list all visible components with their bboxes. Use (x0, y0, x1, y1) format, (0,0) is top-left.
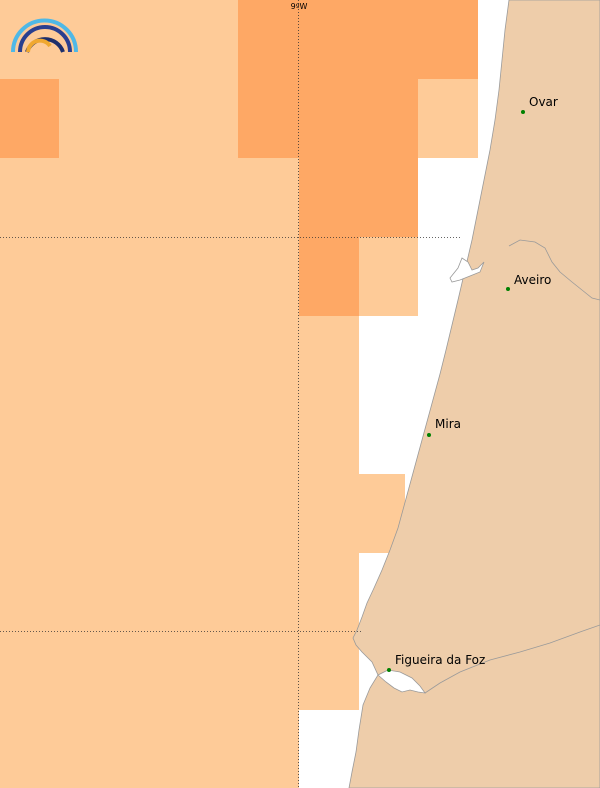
city-ovar[interactable]: Ovar (521, 95, 558, 114)
rainbow-logo-icon (11, 18, 78, 53)
river-mondego (424, 624, 600, 694)
estuary-mondego (377, 669, 426, 694)
city-dot[interactable] (521, 110, 525, 114)
grid-cell (0, 553, 359, 710)
city-aveiro[interactable]: Aveiro (506, 273, 551, 291)
city-label: Aveiro (514, 273, 551, 287)
river-vouga (508, 239, 600, 301)
graticule: 9ºW (0, 0, 460, 788)
forecast-cells-dark (0, 0, 478, 316)
grid-cell (0, 474, 405, 553)
grid-cell (0, 79, 59, 158)
city-dot[interactable] (387, 668, 391, 672)
city-mira[interactable]: Mira (427, 417, 461, 437)
sea-cell (418, 158, 478, 238)
cities: Ovar Aveiro Mira Figueira da Foz (387, 95, 558, 672)
city-figueira-da-foz[interactable]: Figueira da Foz (387, 653, 485, 672)
grid-cell (299, 237, 359, 316)
city-dot[interactable] (506, 287, 510, 291)
city-dot[interactable] (427, 433, 431, 437)
city-label: Mira (435, 417, 461, 431)
lagoon-ria-de-aveiro (449, 257, 485, 283)
grid-cell (238, 0, 478, 79)
grid-cell (299, 158, 418, 237)
city-label: Figueira da Foz (395, 653, 485, 667)
meridian-label: 9ºW (291, 2, 308, 11)
grid-cell (0, 710, 299, 788)
land-mass (348, 0, 600, 788)
grid-cell (238, 79, 418, 158)
city-label: Ovar (529, 95, 558, 109)
